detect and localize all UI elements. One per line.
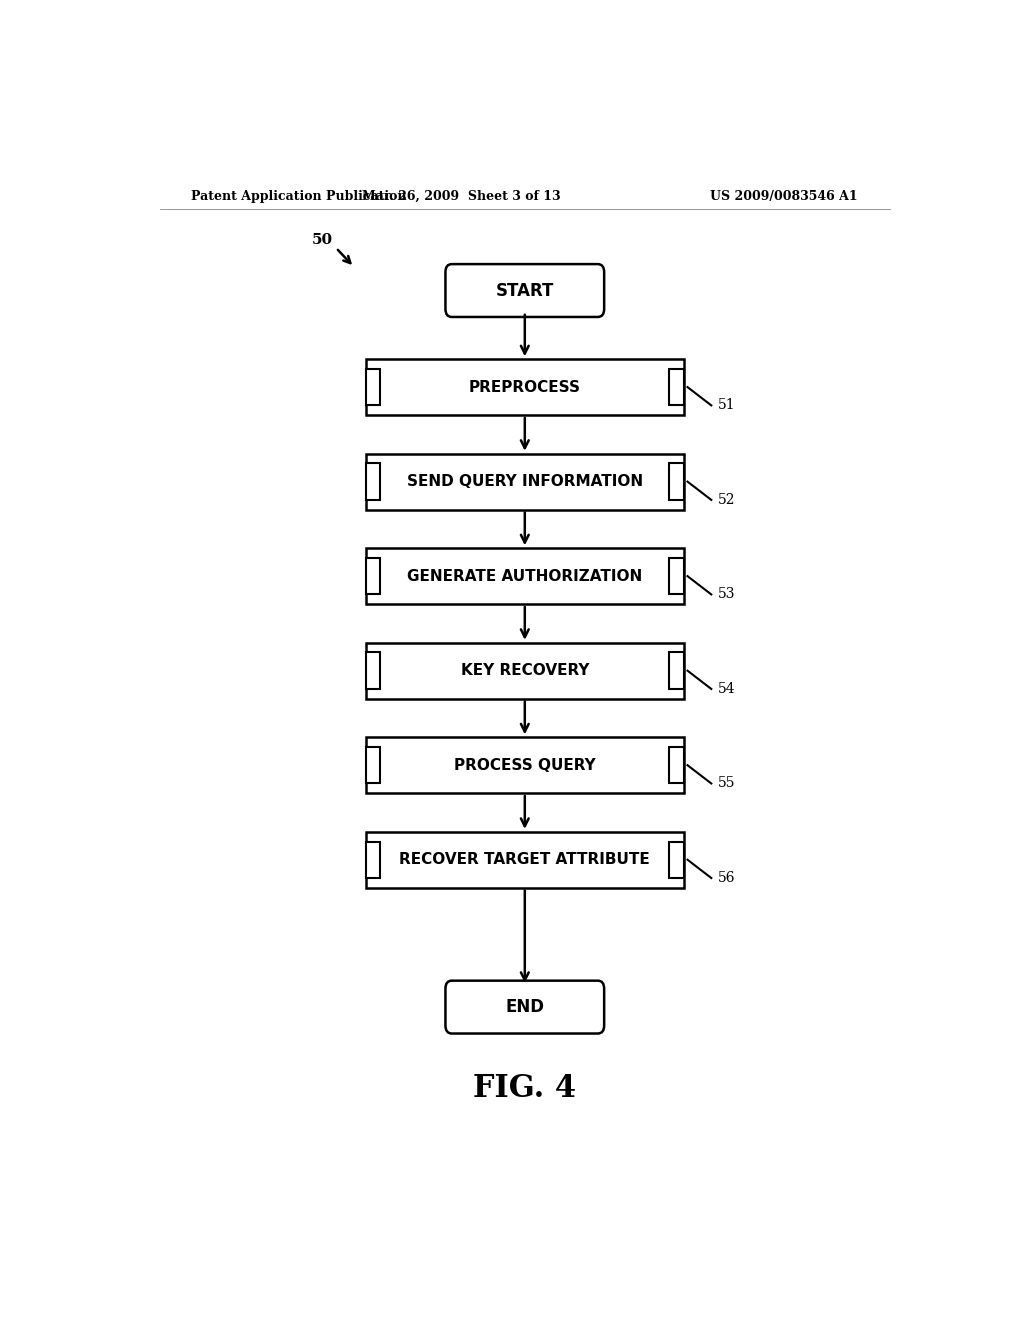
Bar (367, 359, 684, 414)
Text: FIG. 4: FIG. 4 (473, 1073, 577, 1104)
Text: Patent Application Publication: Patent Application Publication (191, 190, 407, 202)
Text: 51: 51 (718, 399, 735, 412)
Text: 53: 53 (718, 587, 735, 602)
Bar (367, 463, 380, 500)
Bar (670, 558, 684, 594)
Bar (670, 463, 684, 500)
Bar (367, 368, 380, 405)
Text: 50: 50 (312, 232, 333, 247)
FancyBboxPatch shape (445, 981, 604, 1034)
Bar (367, 652, 380, 689)
FancyBboxPatch shape (445, 264, 604, 317)
Bar (670, 368, 684, 405)
Bar (367, 643, 684, 698)
Text: Mar. 26, 2009  Sheet 3 of 13: Mar. 26, 2009 Sheet 3 of 13 (362, 190, 560, 202)
Bar (367, 738, 684, 793)
Bar (670, 747, 684, 783)
Bar (367, 548, 684, 605)
Text: PROCESS QUERY: PROCESS QUERY (454, 758, 596, 772)
Text: 52: 52 (718, 492, 735, 507)
Bar (670, 652, 684, 689)
Bar (367, 558, 380, 594)
Text: START: START (496, 281, 554, 300)
Text: END: END (505, 998, 545, 1016)
Text: 56: 56 (718, 871, 735, 884)
Text: US 2009/0083546 A1: US 2009/0083546 A1 (711, 190, 858, 202)
Text: KEY RECOVERY: KEY RECOVERY (461, 663, 589, 678)
Bar (367, 832, 684, 887)
Bar (367, 842, 380, 878)
Bar (367, 454, 684, 510)
Bar (367, 747, 380, 783)
Text: PREPROCESS: PREPROCESS (469, 380, 581, 395)
Text: 54: 54 (718, 682, 735, 696)
Text: RECOVER TARGET ATTRIBUTE: RECOVER TARGET ATTRIBUTE (399, 853, 650, 867)
Text: GENERATE AUTHORIZATION: GENERATE AUTHORIZATION (408, 569, 642, 583)
Text: SEND QUERY INFORMATION: SEND QUERY INFORMATION (407, 474, 643, 490)
Text: 55: 55 (718, 776, 735, 791)
Bar (670, 842, 684, 878)
